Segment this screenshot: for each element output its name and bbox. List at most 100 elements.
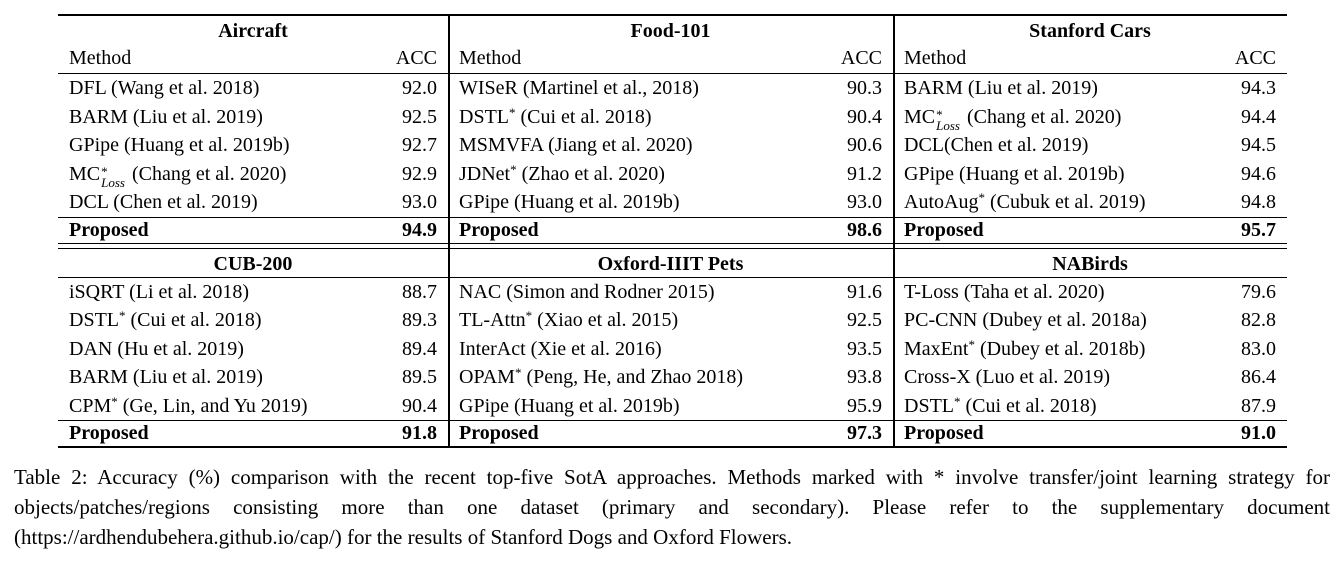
- method-cell: BARM (Liu et al. 2019): [69, 366, 263, 388]
- col-header-method: Method: [904, 47, 967, 69]
- acc-cell: 92.5: [847, 309, 882, 331]
- proposed-rule: [893, 216, 1287, 218]
- proposed-acc-cell: 91.0: [1241, 422, 1276, 444]
- col-header-acc: ACC: [395, 47, 437, 69]
- table-half-bottom: CUB-200 iSQRT (Li et al. 2018) 88.7 DSTL* (…: [58, 249, 1287, 447]
- method-cell: GPipe (Huang et al. 2019b): [69, 134, 290, 156]
- method-cell: JDNet* (Zhao et al. 2020): [459, 161, 665, 185]
- col-header-method: Method: [69, 47, 132, 69]
- table-row: GPipe (Huang et al. 2019b) 95.9: [448, 392, 893, 421]
- sup-sub-script: * Loss: [101, 163, 125, 190]
- acc-cell: 89.4: [402, 337, 437, 360]
- proposed-row: Proposed 97.3: [448, 421, 893, 446]
- method-cell: MSMVFA (Jiang et al. 2020): [459, 134, 693, 156]
- method-cell: InterAct (Xie et al. 2016): [459, 337, 662, 360]
- proposed-label: Proposed: [69, 422, 149, 444]
- proposed-acc-cell: 91.8: [402, 422, 437, 444]
- col-header-acc: ACC: [1234, 47, 1276, 69]
- method-cell: TL-Attn* (Xiao et al. 2015): [459, 308, 679, 331]
- panel-cub-200: CUB-200 iSQRT (Li et al. 2018) 88.7 DSTL* (…: [58, 249, 448, 447]
- table-half-top: Aircraft Method ACC DFL (Wang et al. 2018) 9…: [58, 16, 1287, 243]
- proposed-rule: [58, 216, 448, 218]
- acc-cell: 90.4: [402, 394, 437, 417]
- method-cell: DSTL* (Cui et al. 2018): [69, 308, 262, 331]
- table-row: DFL (Wang et al. 2018) 92.0: [58, 74, 448, 103]
- dataset-title: CUB-200: [213, 252, 293, 275]
- proposed-acc-cell: 97.3: [847, 422, 882, 444]
- acc-cell: 86.4: [1241, 366, 1276, 388]
- acc-cell: 89.5: [402, 366, 437, 388]
- table-row: CPM* (Ge, Lin, and Yu 2019) 90.4: [58, 392, 448, 421]
- method-cell: DSTL* (Cui et al. 2018): [904, 393, 1097, 417]
- table-row: OPAM* (Peng, He, and Zhao 2018) 93.8: [448, 363, 893, 392]
- acc-cell: 92.5: [402, 105, 437, 128]
- method-cell: BARM (Liu et al. 2019): [904, 77, 1098, 99]
- acc-cell: 82.8: [1241, 309, 1276, 331]
- dataset-title: NABirds: [1052, 252, 1128, 275]
- method-cell: DCL(Chen et al. 2019): [904, 134, 1089, 156]
- proposed-row: Proposed 91.8: [58, 421, 448, 446]
- acc-cell: 79.6: [1241, 280, 1276, 303]
- acc-cell: 90.3: [847, 77, 882, 99]
- dataset-title: Oxford-IIIT Pets: [597, 252, 744, 275]
- acc-cell: 91.2: [847, 162, 882, 185]
- acc-cell: 93.5: [847, 337, 882, 360]
- acc-cell: 92.7: [402, 134, 437, 156]
- acc-cell: 83.0: [1241, 337, 1276, 360]
- header-rule: [448, 73, 893, 74]
- method-cell: iSQRT (Li et al. 2018): [69, 280, 250, 303]
- method-cell: MC * Loss (Chang et al. 2020): [69, 162, 287, 190]
- proposed-acc-cell: 98.6: [847, 218, 882, 241]
- table-row: WISeR (Martinel et al., 2018) 90.3: [448, 74, 893, 103]
- acc-cell: 94.6: [1241, 162, 1276, 185]
- table-row: DSTL* (Cui et al. 2018) 87.9: [893, 392, 1287, 421]
- table-row: MSMVFA (Jiang et al. 2020) 90.6: [448, 131, 893, 160]
- acc-cell: 88.7: [402, 280, 437, 303]
- table-caption: Table 2: Accuracy (%) comparison with th…: [14, 465, 1330, 549]
- method-cell: AutoAug* (Cubuk et al. 2019): [904, 190, 1146, 213]
- table-row: BARM (Liu et al. 2019) 94.3: [893, 74, 1287, 103]
- method-cell: BARM (Liu et al. 2019): [69, 105, 263, 128]
- vertical-divider-1: [448, 16, 450, 446]
- sup-sub-script: * Loss: [936, 106, 960, 133]
- panel-food-101: Food-101 Method ACC WISeR (Martinel et al.,…: [448, 16, 893, 243]
- table-row: InterAct (Xie et al. 2016) 93.5: [448, 335, 893, 364]
- method-cell: WISeR (Martinel et al., 2018): [459, 77, 699, 99]
- acc-cell: 94.3: [1241, 77, 1276, 99]
- table-row: DCL(Chen et al. 2019) 94.5: [893, 131, 1287, 160]
- proposed-label: Proposed: [904, 422, 984, 444]
- acc-cell: 95.9: [847, 394, 882, 417]
- col-header-acc: ACC: [840, 47, 882, 69]
- table-row: DAN (Hu et al. 2019) 89.4: [58, 335, 448, 364]
- method-cell: NAC (Simon and Rodner 2015): [459, 280, 715, 303]
- acc-cell: 87.9: [1241, 394, 1276, 417]
- method-cell: MC * Loss (Chang et al. 2020): [904, 105, 1122, 133]
- dataset-title: Food-101: [630, 20, 711, 42]
- panel-nabirds: NABirds T-Loss (Taha et al. 2020) 79.6 PC-C…: [893, 249, 1287, 447]
- proposed-rule: [58, 420, 448, 421]
- column-header-row: Method ACC: [58, 44, 448, 73]
- table-row: JDNet* (Zhao et al. 2020) 91.2: [448, 160, 893, 189]
- vertical-divider-2: [893, 16, 895, 446]
- table-row: MaxEnt* (Dubey et al. 2018b) 83.0: [893, 335, 1287, 364]
- method-cell: GPipe (Huang et al. 2019b): [459, 394, 680, 417]
- acc-cell: 93.8: [847, 366, 882, 388]
- method-cell: OPAM* (Peng, He, and Zhao 2018): [459, 365, 744, 388]
- proposed-rule: [893, 420, 1287, 421]
- method-cell: DAN (Hu et al. 2019): [69, 337, 244, 360]
- proposed-row: Proposed 91.0: [893, 421, 1287, 446]
- method-cell: CPM* (Ge, Lin, and Yu 2019): [69, 393, 308, 417]
- header-rule: [448, 276, 893, 278]
- table-row: DCL (Chen et al. 2019) 93.0: [58, 188, 448, 217]
- proposed-label: Proposed: [459, 218, 539, 241]
- acc-cell: 94.5: [1241, 134, 1276, 156]
- acc-cell: 90.4: [847, 105, 882, 128]
- dataset-title: Aircraft: [218, 20, 288, 42]
- acc-cell: 94.8: [1241, 191, 1276, 213]
- method-cell: GPipe (Huang et al. 2019b): [904, 162, 1125, 185]
- acc-cell: 94.4: [1241, 105, 1276, 128]
- table-row: Cross-X (Luo et al. 2019) 86.4: [893, 363, 1287, 392]
- panel-oxford-iiit-pets: Oxford-IIIT Pets NAC (Simon and Rodner 20…: [448, 249, 893, 447]
- results-table: Aircraft Method ACC DFL (Wang et al. 2018) 9…: [58, 14, 1287, 448]
- proposed-label: Proposed: [459, 422, 539, 444]
